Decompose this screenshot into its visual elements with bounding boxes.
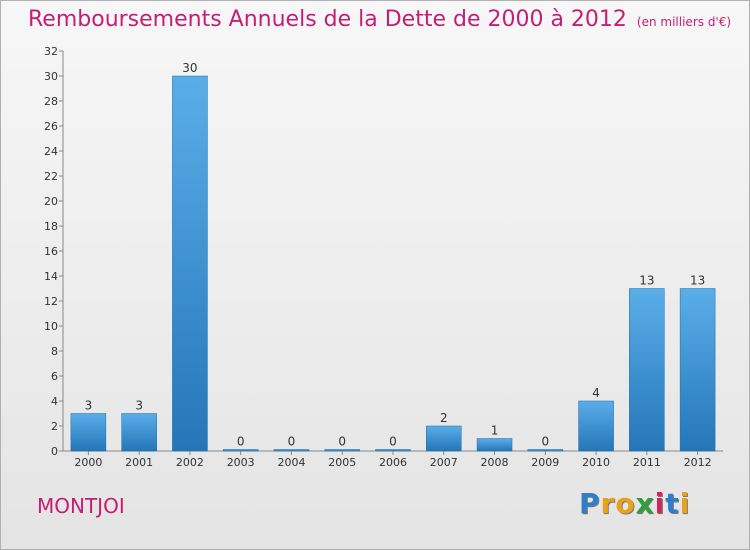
y-tick-label: 16 [44,245,58,258]
bar-2011 [629,288,665,452]
bar-2002 [172,75,208,452]
bar-2012 [679,288,716,452]
x-tick-label-2003: 2003 [227,456,255,469]
bar-2009 [527,449,564,452]
x-tick-label-2006: 2006 [379,456,407,469]
x-tick-label-2007: 2007 [430,456,458,469]
x-tick-label-2009: 2009 [531,456,559,469]
y-tick-label: 32 [44,45,58,58]
value-label-2001: 3 [135,399,143,413]
value-label-2007: 2 [440,411,448,425]
chart-title: Remboursements Annuels de la Dette de 20… [28,7,731,32]
chart-unit-note: (en milliers d'€) [636,15,732,29]
y-tick-label: 18 [44,220,58,233]
value-label-2010: 4 [592,386,600,400]
proxiti-logo: Proxiti [579,487,691,520]
bar-2001 [121,413,157,452]
x-tick-label-2010: 2010 [582,456,610,469]
x-tick-label-2012: 2012 [684,456,712,469]
y-tick-label: 28 [44,95,58,108]
value-label-2000: 3 [85,399,93,413]
chart-bars [70,75,716,452]
y-tick-label: 6 [51,370,58,383]
bar-2003 [222,449,259,452]
y-tick-label: 2 [51,420,58,433]
y-tick-label: 0 [51,445,58,458]
bar-2007 [426,425,462,452]
y-tick-label: 14 [44,270,58,283]
bar-2000 [70,413,107,452]
y-tick-label: 12 [44,295,58,308]
chart-labels: 2000 3 2001 3 2002 30 2003 0 2004 0 2005 0 2006 0 2007… [74,61,711,469]
bar-2004 [273,449,310,452]
commune-name: MONTJOI [37,494,125,518]
y-tick-label: 26 [44,120,58,133]
value-label-2006: 0 [389,435,397,449]
value-label-2002: 30 [182,61,197,75]
x-tick-label-2004: 2004 [277,456,305,469]
value-label-2003: 0 [237,435,245,449]
bar-2008 [476,438,513,452]
y-tick-label: 20 [44,195,58,208]
bar-2010 [578,400,614,452]
y-tick-label: 24 [44,145,58,158]
x-tick-label-2008: 2008 [481,456,509,469]
x-tick-label-2002: 2002 [176,456,204,469]
value-label-2008: 1 [491,424,499,438]
bar-2005 [324,449,360,452]
x-tick-label-2011: 2011 [633,456,661,469]
y-tick-label: 22 [44,170,58,183]
value-label-2005: 0 [338,435,346,449]
value-label-2012: 13 [690,274,705,288]
y-tick-label: 30 [44,70,58,83]
x-tick-label-2001: 2001 [125,456,153,469]
y-tick-label: 4 [51,395,58,408]
y-tick-label: 8 [51,345,58,358]
chart-title-text: Remboursements Annuels de la Dette de 20… [28,7,627,32]
x-tick-label-2000: 2000 [74,456,102,469]
value-label-2004: 0 [288,435,296,449]
value-label-2009: 0 [541,435,549,449]
value-label-2011: 13 [639,274,654,288]
x-tick-label-2005: 2005 [328,456,356,469]
y-tick-label: 10 [44,320,58,333]
bar-2006 [375,449,411,452]
